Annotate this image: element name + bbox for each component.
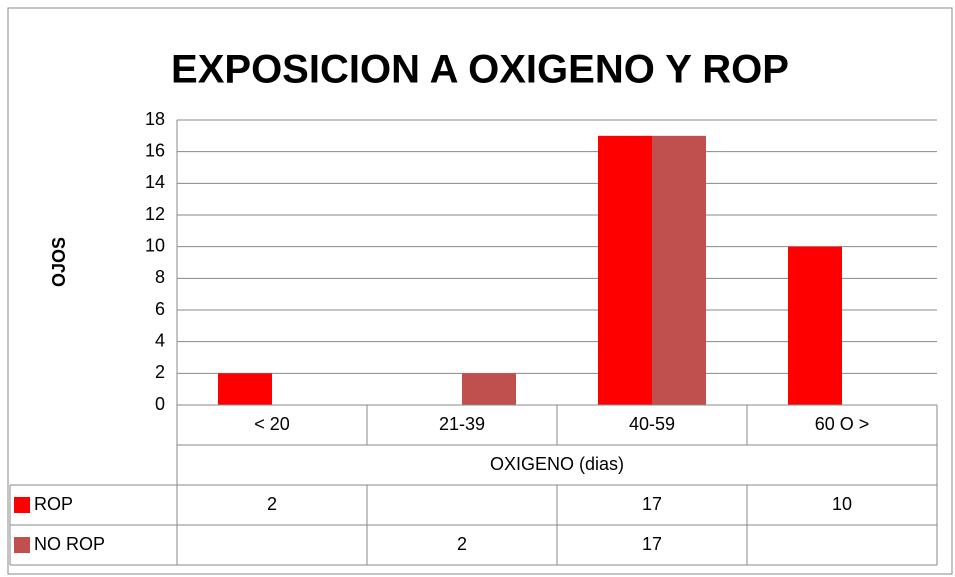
table-value: 17 [642,534,662,554]
y-tick-label: 2 [155,362,165,382]
x-tick-label: < 20 [254,414,290,434]
table-value: 10 [832,494,852,514]
legend-key [14,537,30,553]
y-tick-label: 4 [155,330,165,350]
legend-key [14,497,30,513]
bar [462,373,516,405]
y-tick-label: 8 [155,267,165,287]
bar [788,246,842,405]
table-value: 2 [267,494,277,514]
x-tick-label: 21-39 [439,414,485,434]
y-tick-label: 0 [155,394,165,414]
x-tick-label: 60 O > [815,414,870,434]
y-tick-label: 18 [145,109,165,129]
chart-border [7,7,953,575]
y-tick-label: 10 [145,235,165,255]
table-value: 17 [642,494,662,514]
chart-title: EXPOSICION A OXIGENO Y ROP [171,48,789,92]
legend-label: NO ROP [34,534,105,554]
y-tick-label: 14 [145,172,165,192]
bar [218,373,272,405]
y-axis-title: OJOS [49,237,69,287]
bar [652,135,706,406]
x-axis-title: OXIGENO (dias) [490,454,624,474]
y-tick-label: 12 [145,204,165,224]
legend-label: ROP [34,494,73,514]
bar [598,135,652,406]
x-tick-label: 40-59 [629,414,675,434]
y-tick-label: 6 [155,299,165,319]
table-value: 2 [457,534,467,554]
y-tick-label: 16 [145,140,165,160]
